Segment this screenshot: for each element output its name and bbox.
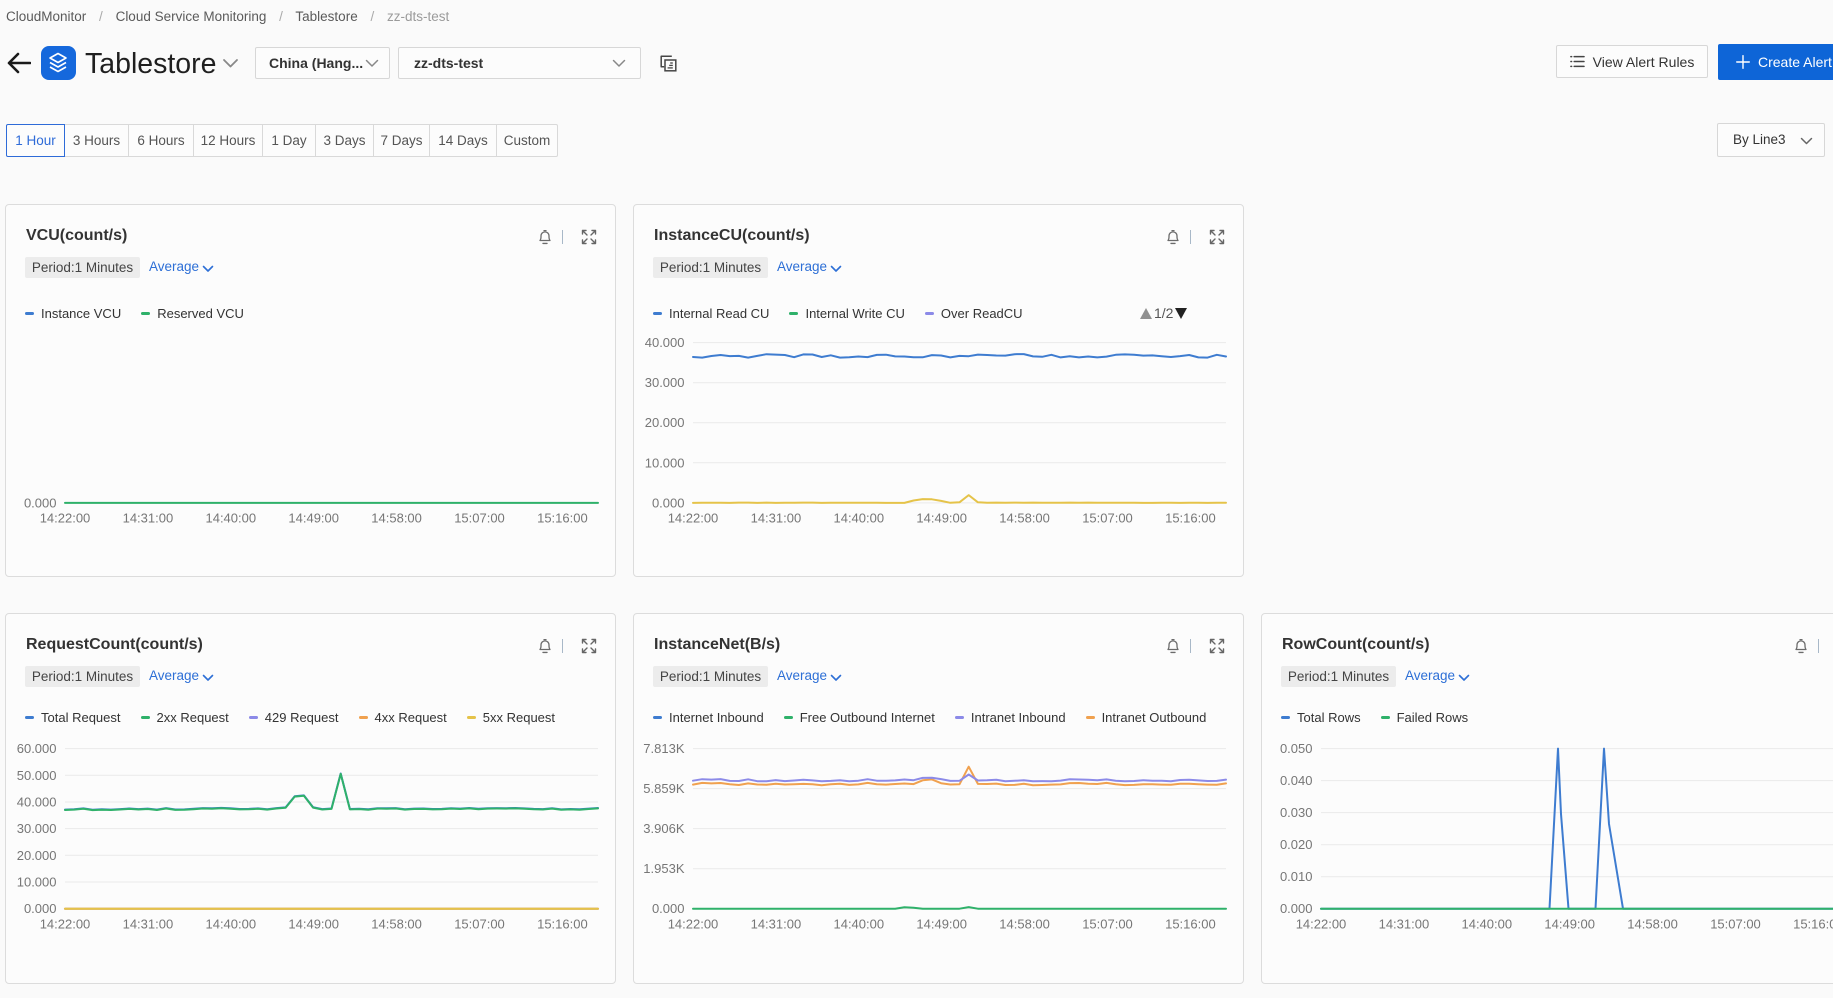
svg-text:14:40:00: 14:40:00 [833,917,884,932]
svg-text:15:16:00: 15:16:00 [1793,917,1833,932]
svg-text:10.000: 10.000 [645,455,685,470]
svg-text:40.000: 40.000 [17,795,57,810]
svg-text:3.906K: 3.906K [643,821,685,836]
svg-text:0.000: 0.000 [24,495,57,510]
svg-text:0.040: 0.040 [1280,773,1313,788]
svg-text:14:22:00: 14:22:00 [40,917,91,932]
svg-text:14:31:00: 14:31:00 [1379,917,1430,932]
svg-text:14:49:00: 14:49:00 [288,511,339,526]
svg-text:15:07:00: 15:07:00 [1710,917,1761,932]
svg-text:5.859K: 5.859K [643,781,685,796]
svg-text:50.000: 50.000 [17,768,57,783]
svg-text:0.050: 0.050 [1280,741,1313,756]
svg-text:0.030: 0.030 [1280,805,1313,820]
svg-text:40.000: 40.000 [645,335,685,350]
svg-text:0.000: 0.000 [1280,901,1313,916]
svg-text:14:40:00: 14:40:00 [833,511,884,526]
svg-text:7.813K: 7.813K [643,741,685,756]
svg-text:15:16:00: 15:16:00 [537,917,588,932]
svg-text:15:16:00: 15:16:00 [1165,917,1216,932]
svg-text:14:40:00: 14:40:00 [205,511,256,526]
svg-text:15:07:00: 15:07:00 [1082,511,1133,526]
svg-text:14:31:00: 14:31:00 [751,917,802,932]
svg-text:14:49:00: 14:49:00 [916,511,967,526]
svg-text:14:31:00: 14:31:00 [751,511,802,526]
svg-text:14:31:00: 14:31:00 [123,511,174,526]
svg-text:15:07:00: 15:07:00 [454,511,505,526]
svg-text:15:07:00: 15:07:00 [1082,917,1133,932]
svg-text:14:58:00: 14:58:00 [999,511,1050,526]
svg-text:14:22:00: 14:22:00 [1296,917,1347,932]
svg-text:14:49:00: 14:49:00 [288,917,339,932]
svg-text:0.010: 0.010 [1280,869,1313,884]
svg-text:0.000: 0.000 [652,495,685,510]
svg-text:15:07:00: 15:07:00 [454,917,505,932]
svg-text:30.000: 30.000 [17,821,57,836]
svg-text:14:49:00: 14:49:00 [1544,917,1595,932]
svg-text:15:16:00: 15:16:00 [537,511,588,526]
svg-text:10.000: 10.000 [17,875,57,890]
svg-text:0.000: 0.000 [24,901,57,916]
svg-text:0.020: 0.020 [1280,837,1313,852]
svg-text:14:58:00: 14:58:00 [999,917,1050,932]
svg-text:60.000: 60.000 [17,741,57,756]
svg-text:20.000: 20.000 [17,848,57,863]
svg-text:14:58:00: 14:58:00 [1627,917,1678,932]
svg-text:15:16:00: 15:16:00 [1165,511,1216,526]
svg-text:20.000: 20.000 [645,415,685,430]
svg-text:14:58:00: 14:58:00 [371,917,422,932]
svg-text:14:58:00: 14:58:00 [371,511,422,526]
svg-text:14:22:00: 14:22:00 [668,917,719,932]
svg-text:0.000: 0.000 [652,901,685,916]
svg-text:14:40:00: 14:40:00 [1461,917,1512,932]
svg-text:14:31:00: 14:31:00 [123,917,174,932]
svg-text:14:22:00: 14:22:00 [668,511,719,526]
svg-text:14:49:00: 14:49:00 [916,917,967,932]
svg-text:14:22:00: 14:22:00 [40,511,91,526]
svg-text:30.000: 30.000 [645,375,685,390]
svg-text:14:40:00: 14:40:00 [205,917,256,932]
svg-text:1.953K: 1.953K [643,861,685,876]
